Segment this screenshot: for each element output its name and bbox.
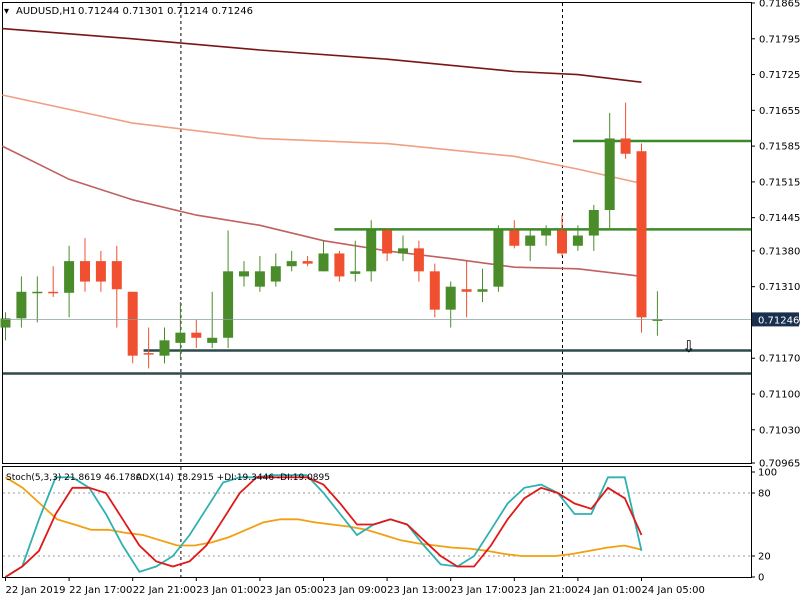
bull-candle (0, 318, 11, 328)
time-tick-label: 23 Jan 13:00 (387, 585, 450, 596)
price-tick-label: 0.71170 (759, 354, 800, 365)
bear-candle (80, 261, 90, 282)
adx-label: ADX(14) 18.2915 +DI:19.3446 -DI:19.0895 (136, 473, 330, 483)
bull-candle (239, 271, 249, 277)
chart-ohlc: 0.71244 0.71301 0.71214 0.71246 (78, 6, 253, 17)
price-tick-label: 0.71655 (759, 106, 800, 117)
candles (0, 102, 663, 369)
bear-candle (413, 248, 424, 272)
osc-tick-label: 80 (758, 489, 771, 500)
bull-candle (541, 230, 552, 236)
bull-candle (207, 337, 218, 343)
stoch-signal-line (5, 476, 643, 578)
time-tick-label: 23 Jan 09:00 (324, 585, 387, 596)
time-tick-label: 23 Jan 21:00 (514, 585, 577, 596)
time-tick-label: 23 Jan 05:00 (260, 585, 323, 596)
bear-candle (191, 332, 202, 338)
bull-candle (16, 291, 27, 319)
bear-candle (111, 261, 122, 290)
bear-candle (557, 230, 567, 254)
bear-candle (461, 289, 472, 292)
time-tick-label: 24 Jan 05:00 (642, 585, 705, 596)
price-tick-label: 0.71865 (759, 0, 800, 10)
bull-candle (318, 253, 329, 272)
bull-candle (493, 230, 504, 287)
indicator-plot-frame (2, 466, 752, 578)
bear-candle (302, 261, 313, 264)
bear-candle (334, 253, 345, 277)
bear-candle (48, 291, 59, 294)
bear-candle (382, 230, 393, 254)
osc-tick-label: 0 (758, 573, 764, 584)
moving-average-line (2, 27, 642, 83)
time-tick-label: 22 Jan 21:00 (133, 585, 196, 596)
current-price-label: 0.71246 (758, 315, 799, 326)
time-tick-label: 23 Jan 17:00 (451, 585, 514, 596)
time-tick-label: 22 Jan 2019 (6, 585, 66, 596)
bull-candle (652, 319, 663, 321)
current-price-tag: 0.71246 (752, 312, 799, 327)
main-plot-frame (2, 2, 752, 464)
stoch-label: Stoch(5,3,3) 21.8619 46.1780 (6, 473, 142, 483)
price-tick-label: 0.71100 (759, 390, 800, 401)
bear-candle (429, 271, 440, 310)
price-tick-label: 0.71585 (759, 142, 800, 153)
price-tick-label: 0.71515 (759, 177, 800, 188)
price-tick-label: 0.71380 (759, 246, 800, 257)
bear-candle (143, 353, 154, 355)
bull-candle (366, 230, 377, 272)
bull-candle (286, 261, 297, 267)
time-tick-label: 24 Jan 01:00 (578, 585, 641, 596)
price-tick-label: 0.71725 (759, 70, 800, 81)
time-tick-label: 23 Jan 01:00 (196, 585, 259, 596)
chart-symbol: AUDUSD,H1 (16, 6, 76, 17)
bull-candle (223, 271, 234, 338)
bull-candle (445, 286, 456, 310)
moving-average-line (2, 94, 642, 185)
bull-candle (477, 289, 488, 292)
bear-candle (127, 291, 138, 356)
bear-candle (620, 138, 631, 154)
price-tick-label: 0.71030 (759, 425, 800, 436)
stoch-main-line (5, 474, 643, 578)
price-tick-label: 0.71795 (759, 34, 800, 45)
time-tick-label: 22 Jan 17:00 (69, 585, 132, 596)
bull-candle (572, 235, 583, 246)
bull-candle (254, 271, 265, 287)
down-arrow-icon[interactable]: ⇩ (682, 337, 695, 356)
bull-candle (32, 291, 43, 294)
bull-candle (175, 332, 186, 343)
bear-candle (95, 261, 106, 282)
time-axis: 22 Jan 2019 22 Jan 17:00 22 Jan 21:00 23 Ja… (5, 577, 705, 596)
bear-candle (509, 230, 520, 246)
bull-candle (270, 266, 281, 282)
price-axis: 0.71865 0.71795 0.71725 0.71655 0.71585 0.715… (751, 0, 800, 470)
osc-tick-label: 100 (758, 468, 777, 479)
price-tick-label: 0.70965 (759, 459, 800, 470)
session-separators (180, 3, 563, 577)
bear-candle (636, 151, 647, 318)
oscillator-panel (3, 474, 751, 578)
bull-candle (159, 340, 170, 356)
price-tick-label: 0.71445 (759, 213, 800, 224)
bull-candle (398, 248, 408, 254)
osc-tick-label: 20 (758, 552, 771, 563)
bull-candle (604, 138, 615, 210)
horizontal-levels[interactable] (3, 139, 751, 375)
bull-candle (64, 261, 75, 293)
bull-candle (588, 210, 599, 236)
oscillator-axis: 100 80 20 0 (751, 468, 777, 584)
price-tick-label: 0.71310 (759, 282, 800, 293)
bull-candle (525, 235, 536, 246)
bull-candle (350, 271, 361, 274)
adx-line (5, 476, 642, 557)
chart-menu-icon[interactable]: ▾ (4, 6, 9, 17)
